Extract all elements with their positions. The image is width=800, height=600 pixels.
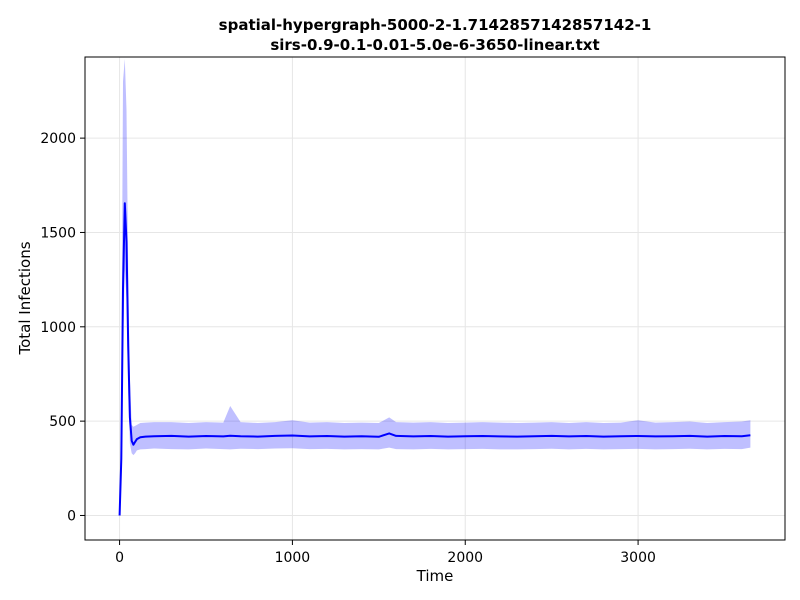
y-tick-label: 500 bbox=[49, 414, 76, 430]
y-tick-label: 1000 bbox=[40, 320, 76, 336]
grid-lines bbox=[85, 57, 785, 540]
y-tick-label: 0 bbox=[67, 508, 76, 524]
x-ticks: 0 1000 2000 3000 bbox=[115, 540, 656, 566]
x-tick-label: 0 bbox=[115, 550, 124, 566]
plot-frame bbox=[84, 56, 786, 541]
x-tick-label: 1000 bbox=[275, 550, 311, 566]
chart-title-line-1: spatial-hypergraph-5000-2-1.714285714285… bbox=[218, 16, 652, 34]
y-ticks: 0 500 1000 1500 2000 bbox=[40, 131, 85, 524]
series-line bbox=[118, 202, 751, 516]
mean-line bbox=[118, 202, 751, 516]
x-tick-label: 3000 bbox=[620, 550, 656, 566]
series-band bbox=[119, 58, 751, 516]
y-axis-label: Total Infections bbox=[16, 241, 34, 355]
y-tick-label: 2000 bbox=[40, 131, 76, 147]
chart-title-line-2: sirs-0.9-0.1-0.01-5.0e-6-3650-linear.txt bbox=[270, 36, 600, 54]
x-tick-label: 2000 bbox=[447, 550, 483, 566]
confidence-band bbox=[119, 58, 751, 516]
x-axis-label: Time bbox=[416, 567, 454, 585]
y-tick-label: 1500 bbox=[40, 225, 76, 241]
